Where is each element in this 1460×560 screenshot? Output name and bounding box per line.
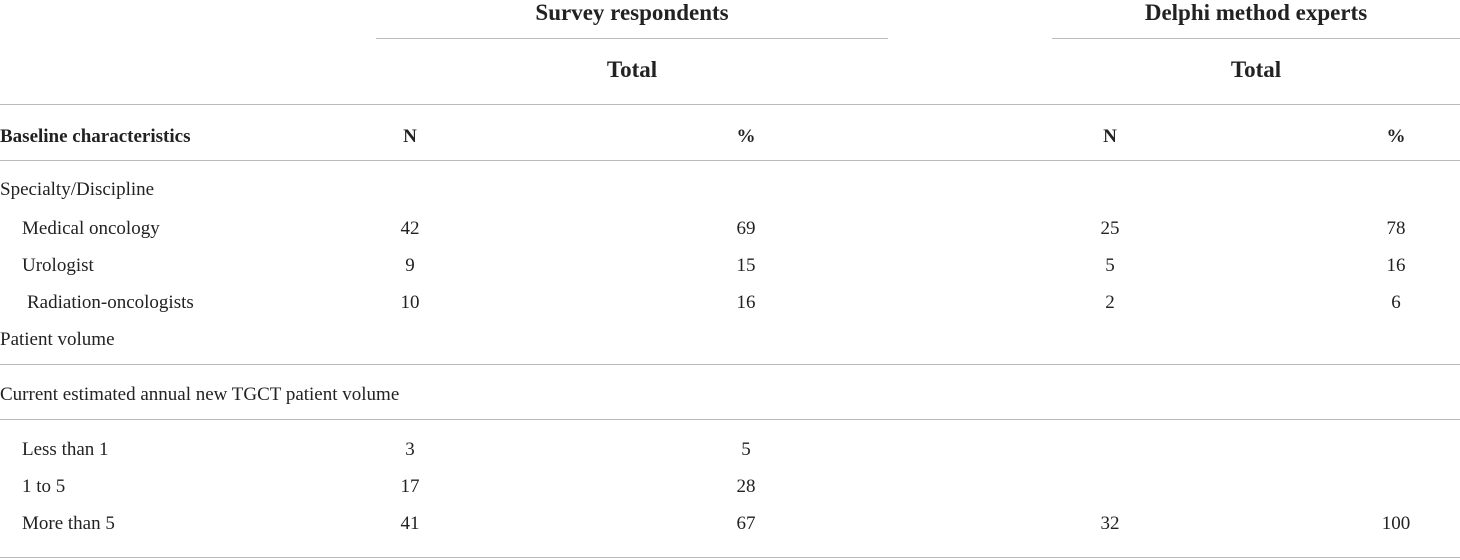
- cell-value: 16: [736, 292, 756, 313]
- row-label: Specialty/Discipline: [0, 179, 155, 200]
- cell-value: 5: [741, 439, 751, 460]
- group-rule: [376, 38, 888, 39]
- cell-value: 5: [1105, 255, 1115, 276]
- cell-value: 3: [405, 439, 415, 460]
- column-header: %: [1386, 126, 1406, 147]
- column-rule: [0, 160, 1460, 161]
- cell-value: 69: [736, 218, 756, 239]
- cell-value: 42: [400, 218, 420, 239]
- cell-value: 41: [400, 513, 420, 534]
- row-label: Urologist: [22, 255, 94, 276]
- column-header: N: [403, 126, 417, 147]
- cell-value: 16: [1386, 255, 1406, 276]
- group-rule: [1052, 38, 1460, 39]
- cell-value: 15: [736, 255, 756, 276]
- row-label: Current estimated annual new TGCT patien…: [0, 384, 400, 405]
- cell-value: 9: [405, 255, 415, 276]
- bottom-rule: [0, 557, 1460, 558]
- header-rule: [0, 104, 1460, 105]
- row-label: Radiation-oncologists: [27, 292, 194, 313]
- section-rule: [0, 364, 1460, 365]
- row-label: 1 to 5: [22, 476, 66, 497]
- cell-value: 6: [1391, 292, 1401, 313]
- cell-value: 28: [736, 476, 756, 497]
- cell-value: 25: [1100, 218, 1120, 239]
- cell-value: 67: [736, 513, 756, 534]
- cell-value: 10: [400, 292, 420, 313]
- row-label: Less than 1: [22, 439, 109, 460]
- column-header: %: [736, 126, 756, 147]
- column-header: Baseline characteristics: [0, 126, 191, 147]
- row-label: Medical oncology: [22, 218, 160, 239]
- group-subtitle: Total: [606, 57, 658, 82]
- group-title: Delphi method experts: [1144, 0, 1368, 25]
- row-label: More than 5: [22, 513, 115, 534]
- group-subtitle: Total: [1230, 57, 1282, 82]
- cell-value: 32: [1100, 513, 1120, 534]
- cell-value: 17: [400, 476, 420, 497]
- group-title: Survey respondents: [535, 0, 729, 25]
- column-header: N: [1103, 126, 1117, 147]
- section-rule: [0, 419, 1460, 420]
- cell-value: 78: [1386, 218, 1406, 239]
- row-label: Patient volume: [0, 329, 115, 350]
- cell-value: 100: [1381, 513, 1411, 534]
- cell-value: 2: [1105, 292, 1115, 313]
